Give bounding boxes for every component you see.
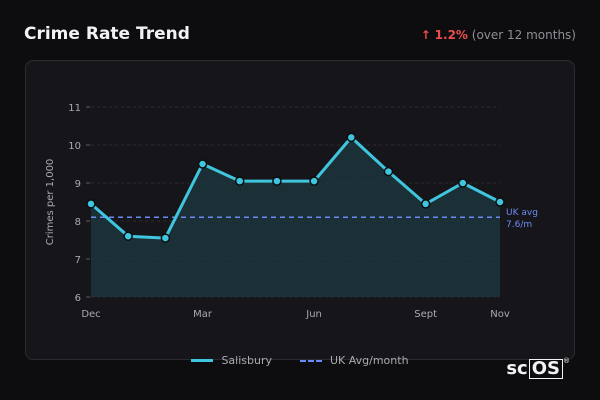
trend-up-icon: ↑: [420, 28, 431, 42]
data-point: [272, 176, 282, 186]
y-tick-label: 7: [75, 255, 81, 266]
data-point: [309, 176, 319, 186]
trend-note: (over 12 months): [467, 28, 576, 42]
y-tick-label: 11: [68, 103, 81, 114]
x-tick-label: Mar: [193, 309, 213, 320]
trend-value: 1.2%: [434, 28, 468, 42]
data-point: [495, 197, 505, 207]
y-tick-label: 10: [68, 141, 81, 152]
chart-title: Crime Rate Trend: [24, 24, 190, 44]
reference-label-line2: 7.6/m: [506, 220, 532, 230]
reference-label-line1: UK avg: [506, 208, 538, 218]
logo-os: OS: [528, 358, 563, 379]
data-point: [346, 132, 357, 143]
series-line-salisbury: [90, 135, 501, 240]
x-tick-label: Dec: [81, 309, 100, 320]
y-axis-label: Crimes per 1,000: [45, 159, 56, 246]
y-tick-label: 8: [75, 217, 81, 228]
x-tick-label: Jun: [305, 309, 322, 320]
logo-sc: sc: [506, 358, 528, 379]
y-tick-label: 9: [75, 179, 81, 190]
legend-item-salisbury[interactable]: Salisbury: [191, 354, 272, 367]
legend-label-salisbury: Salisbury: [221, 354, 272, 367]
data-point: [420, 199, 431, 209]
series-area: [91, 137, 500, 297]
data-point: [383, 166, 394, 177]
scos-logo: sc OS ®: [506, 356, 570, 380]
legend-swatch-uk-avg: [300, 359, 322, 362]
data-point: [123, 231, 133, 241]
data-point: [197, 159, 208, 169]
x-tick-label: Nov: [490, 309, 510, 320]
data-point: [86, 199, 96, 209]
legend-swatch-salisbury: [191, 359, 214, 362]
trend-indicator: ↑ 1.2% (over 12 months): [421, 28, 576, 42]
y-tick-label: 6: [75, 293, 81, 304]
data-point: [458, 178, 468, 188]
x-tick-label: Sept: [414, 309, 437, 320]
logo-registered: ®: [563, 356, 570, 365]
legend-label-uk-avg: UK Avg/month: [330, 354, 409, 367]
data-point: [234, 176, 245, 186]
legend-item-uk-avg[interactable]: UK Avg/month: [300, 354, 409, 367]
data-point: [160, 233, 171, 243]
chart-legend: Salisbury UK Avg/month: [0, 354, 600, 367]
